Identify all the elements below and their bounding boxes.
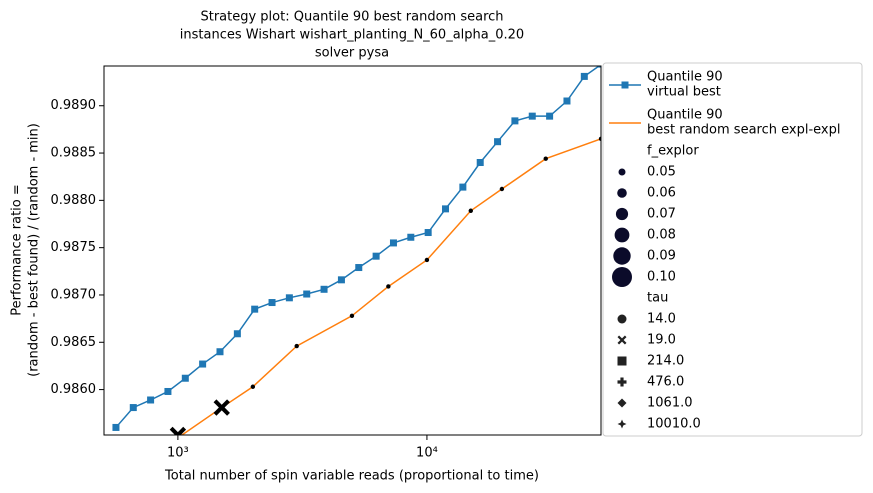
scatter-point <box>424 257 430 263</box>
data-point <box>251 305 259 313</box>
legend-label: 0.07 <box>647 207 676 222</box>
y-axis-label: (random - best found) / (random - min) <box>27 123 42 377</box>
legend-label: 0.08 <box>647 228 676 243</box>
x-tick-label: 10⁴ <box>416 446 438 461</box>
legend-label: 0.05 <box>647 165 676 180</box>
y-tick-label: 0.9860 <box>51 382 97 397</box>
legend-style-marker <box>617 335 627 345</box>
y-tick-label: 0.9875 <box>51 240 97 255</box>
x-axis-label: Total number of spin variable reads (pro… <box>164 469 539 484</box>
data-point <box>320 285 328 293</box>
data-point <box>112 423 120 431</box>
scatter-point <box>499 186 505 192</box>
legend-size-marker <box>614 227 630 243</box>
legend-size-marker <box>617 188 627 198</box>
data-point <box>303 290 311 298</box>
data-point <box>407 233 415 241</box>
legend-label: Quantile 90 <box>647 70 723 85</box>
data-point <box>164 387 172 395</box>
legend-style-marker <box>617 377 627 387</box>
legend-style-marker <box>617 398 627 408</box>
legend-label: 0.09 <box>647 249 676 264</box>
legend-box <box>602 62 863 437</box>
scatter-point <box>543 156 548 161</box>
plot-area <box>112 66 601 435</box>
data-point <box>233 330 241 338</box>
data-point <box>546 112 554 120</box>
legend-title: f_explor <box>647 144 699 159</box>
data-point <box>459 183 467 191</box>
legend-label: 0.06 <box>647 186 676 201</box>
data-point <box>389 239 397 247</box>
legend-label: Quantile 90 <box>647 108 723 123</box>
data-point <box>355 264 363 272</box>
plot-frame <box>103 65 602 436</box>
legend-title: tau <box>647 291 668 306</box>
legend-size-marker <box>612 267 632 287</box>
legend-label: 214.0 <box>647 354 684 369</box>
legend-size-marker <box>615 207 629 221</box>
scatter-point <box>598 136 601 142</box>
chart-title: instances Wishart wishart_planting_N_60_… <box>180 28 524 43</box>
legend-label: 1061.0 <box>647 396 693 411</box>
scatter-point <box>294 343 299 349</box>
data-point <box>199 360 207 368</box>
data-point <box>442 205 450 213</box>
scatter-point <box>169 426 187 435</box>
x-tick-label: 10³ <box>167 446 189 461</box>
data-point <box>372 252 380 260</box>
legend-marker <box>621 81 629 89</box>
data-point <box>216 348 224 356</box>
data-point <box>476 159 484 167</box>
legend-size-marker <box>618 168 626 176</box>
y-tick-label: 0.9880 <box>51 193 97 208</box>
data-point <box>494 138 502 146</box>
legend-style-marker <box>617 419 627 429</box>
data-point <box>598 66 601 68</box>
data-point <box>424 229 432 237</box>
legend-label: 14.0 <box>647 312 676 327</box>
scatter-point <box>386 284 391 289</box>
data-point <box>528 112 536 120</box>
data-point <box>337 276 345 284</box>
legend-label: 476.0 <box>647 375 684 390</box>
data-point <box>511 117 519 125</box>
data-point <box>268 299 276 307</box>
y-tick-label: 0.9890 <box>51 98 97 113</box>
legend-size-marker <box>613 247 631 265</box>
legend-label: virtual best <box>647 85 721 100</box>
chart-title: solver pysa <box>315 46 389 61</box>
legend-label: best random search expl-expl <box>647 123 840 138</box>
data-point <box>563 97 571 105</box>
data-point <box>147 396 155 404</box>
y-tick-label: 0.9870 <box>51 287 97 302</box>
scatter-point <box>250 384 256 389</box>
scatter-point <box>468 208 473 213</box>
data-point <box>181 374 189 382</box>
data-point <box>285 294 293 302</box>
legend-label: 19.0 <box>647 333 676 348</box>
chart-title: Strategy plot: Quantile 90 best random s… <box>200 10 503 25</box>
scatter-point <box>349 313 355 318</box>
legend-label: 0.10 <box>647 270 676 285</box>
data-point <box>129 404 137 412</box>
y-tick-label: 0.9885 <box>51 146 97 161</box>
legend-label: 10010.0 <box>647 417 701 432</box>
legend-style-marker <box>617 314 627 324</box>
legend-style-marker <box>617 356 627 366</box>
data-point <box>580 72 588 80</box>
scatter-point <box>213 399 230 416</box>
y-axis-label: Performance ratio = <box>10 184 25 316</box>
y-tick-label: 0.9865 <box>51 335 97 350</box>
